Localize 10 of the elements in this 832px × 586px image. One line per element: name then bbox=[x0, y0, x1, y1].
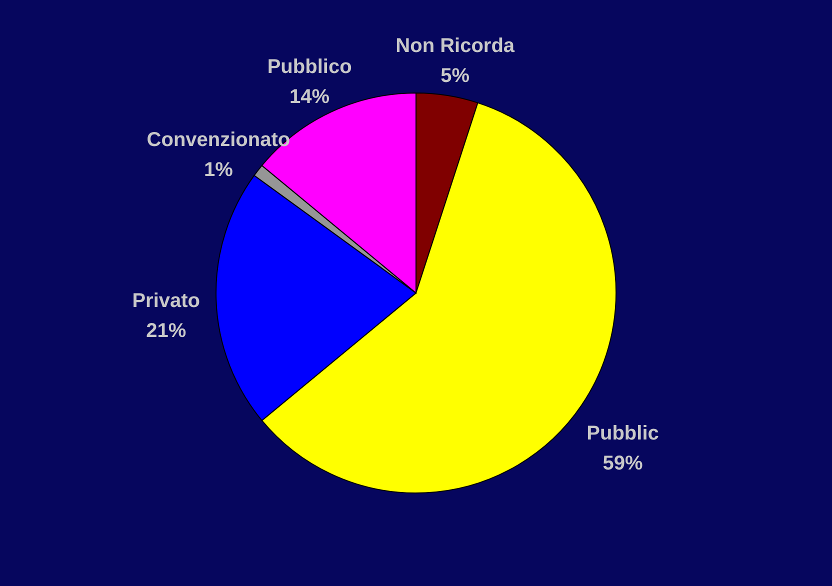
data-label: 21% bbox=[146, 320, 186, 342]
data-label: 5% bbox=[440, 65, 470, 88]
slice-label: Non Ricorda bbox=[396, 35, 516, 58]
slice-label: Pubblic bbox=[586, 422, 659, 445]
slice-label: Convenzionato bbox=[146, 128, 290, 151]
data-label: 14% bbox=[290, 86, 330, 108]
data-label: 1% bbox=[204, 158, 234, 181]
slice-label: Privato bbox=[132, 290, 200, 312]
data-label: 59% bbox=[602, 452, 643, 475]
slice-label: Pubblico bbox=[267, 56, 352, 78]
